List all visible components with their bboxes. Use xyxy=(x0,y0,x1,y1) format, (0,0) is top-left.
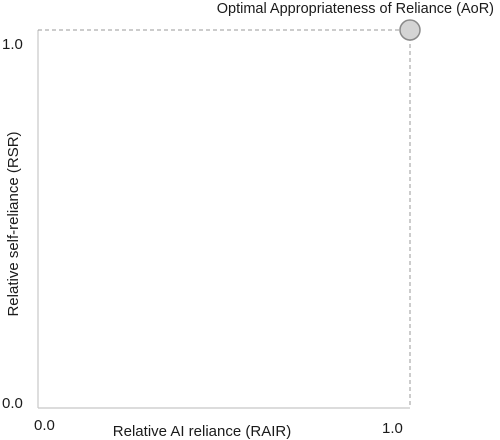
y-axis-label: Relative self-reliance (RSR) xyxy=(5,131,22,316)
x-tick-label-min: 0.0 xyxy=(34,417,55,434)
y-tick-label-max: 1.0 xyxy=(2,36,23,53)
optimal-point-marker xyxy=(399,19,421,41)
points-layer: Optimal Appropriateness of Reliance (AoR… xyxy=(217,1,494,41)
y-tick-label-min: 0.0 xyxy=(2,395,23,412)
x-axis-label: Relative AI reliance (RAIR) xyxy=(113,423,291,440)
optimal-point-label: Optimal Appropriateness of Reliance (AoR… xyxy=(217,1,494,17)
x-tick-label-max: 1.0 xyxy=(382,420,403,437)
